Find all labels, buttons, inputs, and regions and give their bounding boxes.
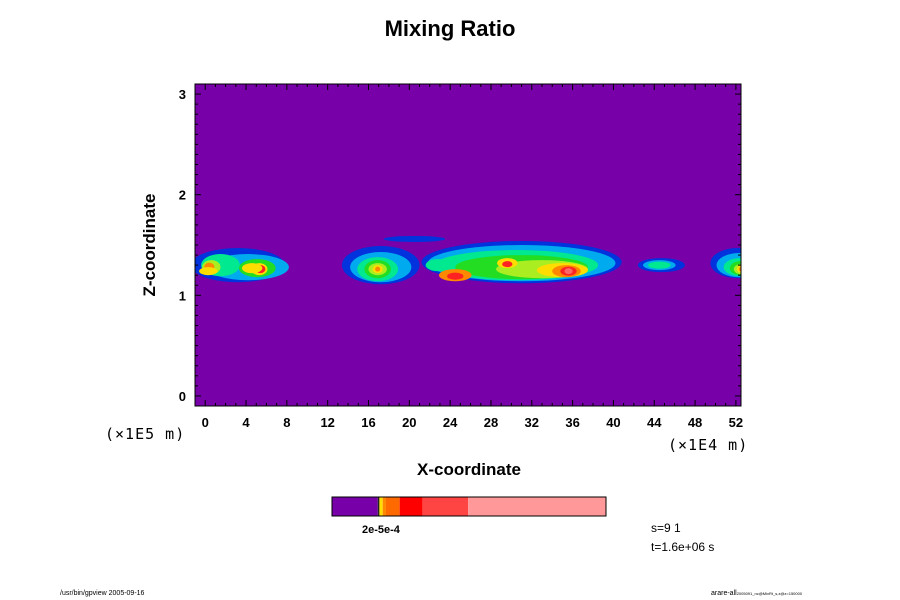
colorbar-segment-4 — [385, 497, 400, 516]
y-tick-label-1: 1 — [179, 288, 186, 303]
chart-title: Mixing Ratio — [384, 16, 516, 41]
footer-file-main: arare-all — [711, 590, 737, 597]
x-unit-label: (×1E4 m) — [668, 436, 749, 454]
colorbar-segment-5 — [399, 497, 423, 516]
x-tick-label-6: 24 — [443, 415, 458, 430]
colorbar-frame — [331, 496, 607, 517]
colorbar-label: 2e-5e-4 — [362, 524, 400, 536]
colorbar-segment-2 — [379, 497, 383, 516]
plume-small — [637, 258, 685, 273]
x-tick-label-3: 12 — [320, 415, 334, 430]
x-axis-label: X-coordinate — [417, 460, 521, 479]
x-tick-label-12: 48 — [688, 415, 702, 430]
footer-file: arare-all2005091_nc@MixRt_s,z@z=150000 — [711, 590, 802, 597]
y-tick-label-3: 3 — [179, 87, 186, 102]
left-blob-f — [199, 267, 218, 276]
plume-small-contour-3 — [648, 261, 671, 269]
x-tick-label-13: 52 — [729, 415, 743, 430]
main-blob-b — [447, 272, 464, 280]
time-info: t=1.6e+06 s — [651, 540, 715, 554]
main-blob-e — [425, 259, 451, 272]
scale-info: s=9 1 — [651, 521, 681, 535]
left-blob-g — [241, 263, 263, 274]
x-tick-label-10: 40 — [606, 415, 620, 430]
footer-command: /usr/bin/gpview 2005-09-16 — [60, 590, 145, 597]
colorbar-segment-0 — [332, 497, 378, 516]
plume-right — [710, 248, 741, 279]
field-layer — [195, 84, 741, 406]
colorbar-segment-1 — [377, 497, 380, 516]
main-blob-d — [502, 261, 513, 268]
plume-main — [421, 240, 622, 284]
x-tick-label-11: 44 — [647, 415, 662, 430]
plume-mid-contour-7 — [375, 266, 381, 272]
colorbar-segment-3 — [382, 497, 386, 516]
x-tick-label-5: 20 — [402, 415, 416, 430]
colorbar — [331, 496, 607, 517]
x-tick-label-7: 28 — [484, 415, 498, 430]
x-tick-label-0: 0 — [202, 415, 209, 430]
z-unit-label: (×1E5 m) — [105, 425, 186, 443]
x-tick-label-4: 16 — [361, 415, 375, 430]
colorbar-segment-6 — [422, 497, 469, 516]
footer-file-sub: 2005091_nc@MixRt_s,z@z=150000 — [736, 591, 803, 596]
x-tick-label-8: 32 — [525, 415, 539, 430]
x-tick-label-2: 8 — [283, 415, 290, 430]
x-tick-label-1: 4 — [242, 415, 250, 430]
y-tick-label-0: 0 — [179, 389, 186, 404]
colorbar-segment-7 — [468, 497, 606, 516]
x-tick-label-9: 36 — [565, 415, 579, 430]
plume-right-contour-7 — [738, 267, 741, 272]
y-tick-label-2: 2 — [179, 188, 186, 203]
plume-main-contour-9 — [564, 268, 573, 275]
plume-mid — [341, 246, 420, 285]
tongue — [383, 235, 446, 242]
tongue-contour-1 — [383, 235, 446, 242]
y-axis-label: Z-coordinate — [140, 193, 159, 297]
